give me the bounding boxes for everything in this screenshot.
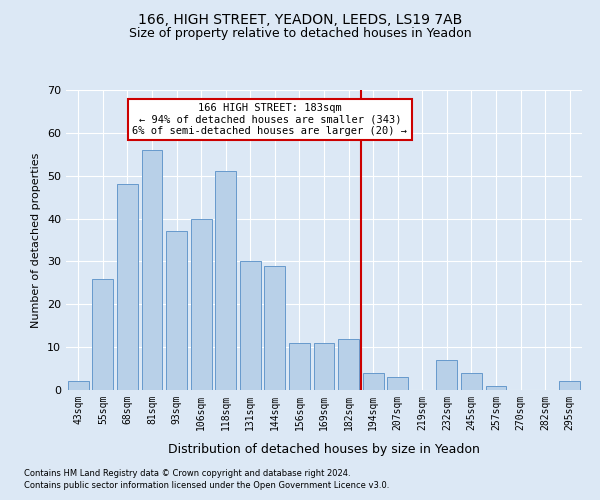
Bar	[461, 373, 482, 390]
Bar	[68, 382, 89, 390]
Bar	[240, 262, 261, 390]
Bar	[559, 382, 580, 390]
Bar	[117, 184, 138, 390]
Bar	[289, 343, 310, 390]
Bar	[362, 373, 383, 390]
Bar	[191, 218, 212, 390]
Text: Contains HM Land Registry data © Crown copyright and database right 2024.: Contains HM Land Registry data © Crown c…	[24, 468, 350, 477]
Bar	[338, 338, 359, 390]
Text: 166, HIGH STREET, YEADON, LEEDS, LS19 7AB: 166, HIGH STREET, YEADON, LEEDS, LS19 7A…	[138, 12, 462, 26]
Text: Contains public sector information licensed under the Open Government Licence v3: Contains public sector information licen…	[24, 481, 389, 490]
Bar	[387, 377, 408, 390]
Text: Distribution of detached houses by size in Yeadon: Distribution of detached houses by size …	[168, 442, 480, 456]
Text: Size of property relative to detached houses in Yeadon: Size of property relative to detached ho…	[128, 28, 472, 40]
Bar	[485, 386, 506, 390]
Text: 166 HIGH STREET: 183sqm
← 94% of detached houses are smaller (343)
6% of semi-de: 166 HIGH STREET: 183sqm ← 94% of detache…	[133, 103, 407, 136]
Bar	[92, 278, 113, 390]
Bar	[314, 343, 334, 390]
Y-axis label: Number of detached properties: Number of detached properties	[31, 152, 41, 328]
Bar	[436, 360, 457, 390]
Bar	[265, 266, 286, 390]
Bar	[142, 150, 163, 390]
Bar	[215, 172, 236, 390]
Bar	[166, 232, 187, 390]
